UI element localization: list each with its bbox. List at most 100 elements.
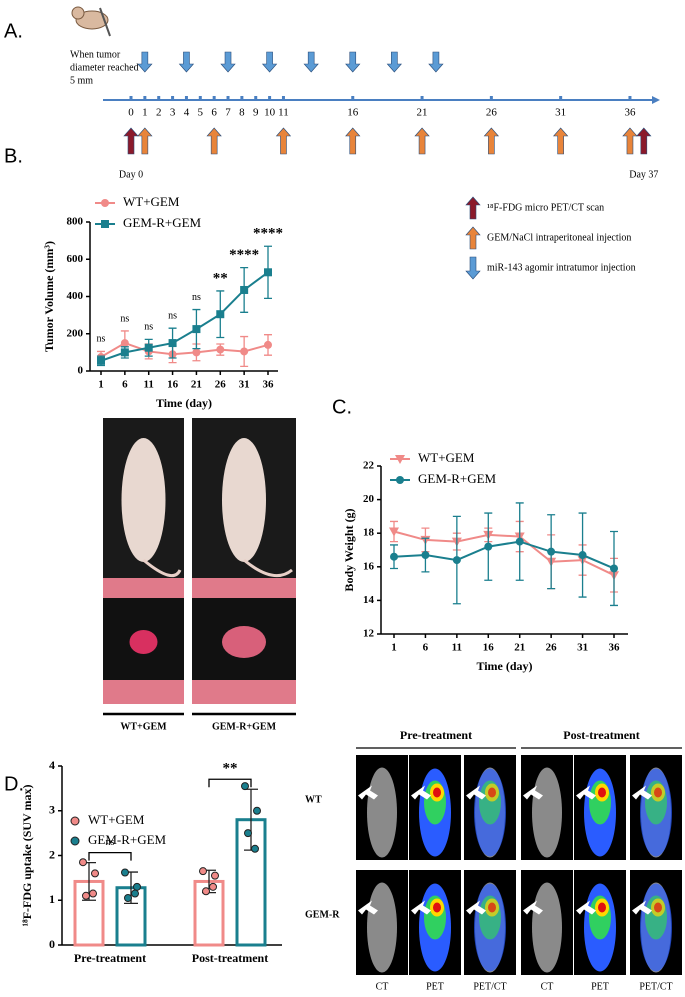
x-tick-label: 1 xyxy=(391,642,397,654)
injection-arrow xyxy=(552,127,569,155)
pointer-arrow xyxy=(576,900,596,915)
data-point xyxy=(192,348,201,357)
x-tick-label: Post-treatment xyxy=(192,951,268,965)
data-point xyxy=(244,829,252,838)
significance-bracket xyxy=(88,852,132,861)
data-point xyxy=(241,782,249,791)
significance-label: ** xyxy=(223,761,238,777)
y-tick-label: 600 xyxy=(67,253,84,265)
data-point xyxy=(211,871,219,880)
pet-signal xyxy=(433,902,441,913)
day-label: 5 xyxy=(198,107,204,119)
legend-label: GEM/NaCl intraperitoneal injection xyxy=(487,232,631,243)
y-tick-label: 200 xyxy=(67,327,84,339)
day-label: 36 xyxy=(624,107,636,119)
panel-label: B. xyxy=(4,145,23,167)
data-point xyxy=(395,455,405,464)
agomir-arrow xyxy=(386,51,403,73)
injection-arrow xyxy=(483,127,500,155)
day-label: 6 xyxy=(211,107,217,119)
data-point xyxy=(82,891,90,900)
x-tick-label: 16 xyxy=(483,642,495,654)
data-point xyxy=(89,889,97,898)
data-point xyxy=(91,869,99,878)
significance-label: ** xyxy=(213,270,228,286)
mouse-photo xyxy=(222,438,266,562)
mouse-icon xyxy=(71,6,85,20)
start-label: Day 0 xyxy=(119,169,143,180)
timeline-arrowhead xyxy=(652,96,660,104)
data-point xyxy=(209,882,217,891)
injection-arrow xyxy=(206,127,222,155)
x-tick-label: 6 xyxy=(122,379,128,391)
ct-body xyxy=(532,767,562,858)
pointer-arrow xyxy=(411,785,431,800)
x-tick-label: 26 xyxy=(215,379,227,391)
pointer-arrow xyxy=(358,785,378,800)
x-tick-label: 1 xyxy=(98,379,104,391)
timeline-note: diameter reached xyxy=(70,62,139,73)
ruler xyxy=(192,578,296,598)
column-label: PET/CT xyxy=(473,981,506,992)
data-point xyxy=(79,858,87,867)
panel-label: C. xyxy=(332,396,352,418)
y-tick-label: 400 xyxy=(67,290,84,302)
legend-label: WT+GEM xyxy=(418,450,475,465)
data-point xyxy=(389,527,399,537)
pointer-arrow xyxy=(523,900,543,915)
row-label: GEM-R xyxy=(305,909,340,920)
data-point xyxy=(610,564,618,573)
ruler xyxy=(103,578,184,598)
mouse-tail xyxy=(243,558,293,578)
day-label: 21 xyxy=(417,107,428,119)
y-tick-label: 4 xyxy=(49,758,55,772)
day-label: 31 xyxy=(555,107,566,119)
data-point xyxy=(251,844,259,853)
photo-label: WT+GEM xyxy=(120,721,167,732)
data-point xyxy=(240,285,249,294)
y-tick-label: 22 xyxy=(363,460,375,472)
pointer-arrow xyxy=(411,900,431,915)
pet-signal xyxy=(433,787,441,798)
ruler xyxy=(103,680,184,704)
data-point xyxy=(264,268,272,277)
data-point xyxy=(120,348,129,357)
data-point xyxy=(133,882,141,891)
agomir-arrow xyxy=(137,51,153,73)
agomir-arrow xyxy=(303,51,319,73)
significance-bracket xyxy=(208,778,252,788)
row-label: WT xyxy=(305,794,322,805)
data-point xyxy=(192,325,201,334)
series-line xyxy=(393,530,615,577)
x-tick-label: 6 xyxy=(423,642,429,654)
data-point xyxy=(120,339,129,348)
y-tick-label: 14 xyxy=(363,594,375,606)
series-line xyxy=(393,540,615,570)
significance-label: **** xyxy=(253,226,283,242)
data-point xyxy=(101,220,109,228)
x-tick-label: 36 xyxy=(263,379,275,391)
x-tick-label: 31 xyxy=(577,642,588,654)
mouse-tail xyxy=(142,558,182,578)
ct-body xyxy=(532,882,562,973)
injection-arrow xyxy=(414,127,430,155)
y-tick-label: 1 xyxy=(49,892,55,906)
column-label: CT xyxy=(376,981,389,992)
syringe-icon xyxy=(99,7,111,37)
significance-label: ns xyxy=(106,837,115,848)
day-label: 16 xyxy=(347,107,359,119)
column-label: PET xyxy=(426,981,444,992)
data-point xyxy=(97,356,105,365)
timeline-note: 5 mm xyxy=(70,75,93,86)
x-tick-label: 21 xyxy=(191,379,202,391)
x-tick-label: 31 xyxy=(239,379,250,391)
legend-label: GEM-R+GEM xyxy=(88,832,167,847)
ruler xyxy=(192,680,296,704)
y-axis-label: ¹⁸F-FDG uptake (SUV max) xyxy=(20,785,34,927)
x-tick-label: 11 xyxy=(144,379,154,391)
legend-label: ¹⁸F-FDG micro PET/CT scan xyxy=(487,202,604,213)
column-label: PET/CT xyxy=(639,981,672,992)
ct-body xyxy=(367,882,397,973)
y-tick-label: 0 xyxy=(49,937,55,951)
